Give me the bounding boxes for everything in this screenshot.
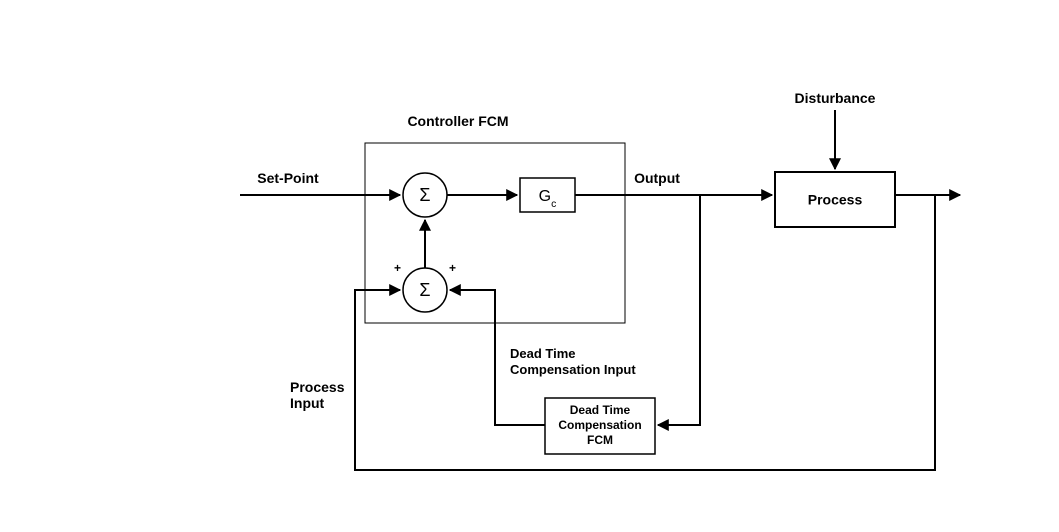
controller-fcm-label: Controller FCM	[407, 113, 508, 129]
label-proc_input1: Process	[290, 379, 345, 395]
sigma-icon: Σ	[419, 280, 430, 300]
label-setpoint: Set-Point	[257, 170, 319, 186]
sigma-icon: Σ	[419, 185, 430, 205]
dtc-label-line-3: FCM	[587, 433, 613, 447]
label-dtc_in2: Compensation Input	[510, 362, 636, 377]
plus-sign-left: +	[394, 261, 401, 275]
dtc-label-line-2: Compensation	[558, 418, 641, 432]
label-proc_input2: Input	[290, 395, 325, 411]
edge-output-tap-down	[658, 195, 700, 425]
plus-sign-right: +	[449, 261, 456, 275]
dtc-label-line-1: Dead Time	[570, 403, 631, 417]
label-disturbance: Disturbance	[795, 90, 876, 106]
label-output: Output	[634, 170, 680, 186]
process-label: Process	[808, 192, 863, 208]
label-dtc_in1: Dead Time	[510, 346, 576, 361]
block-diagram: Controller FCMΣΣ++GcProcessDead TimeComp…	[0, 0, 1059, 532]
